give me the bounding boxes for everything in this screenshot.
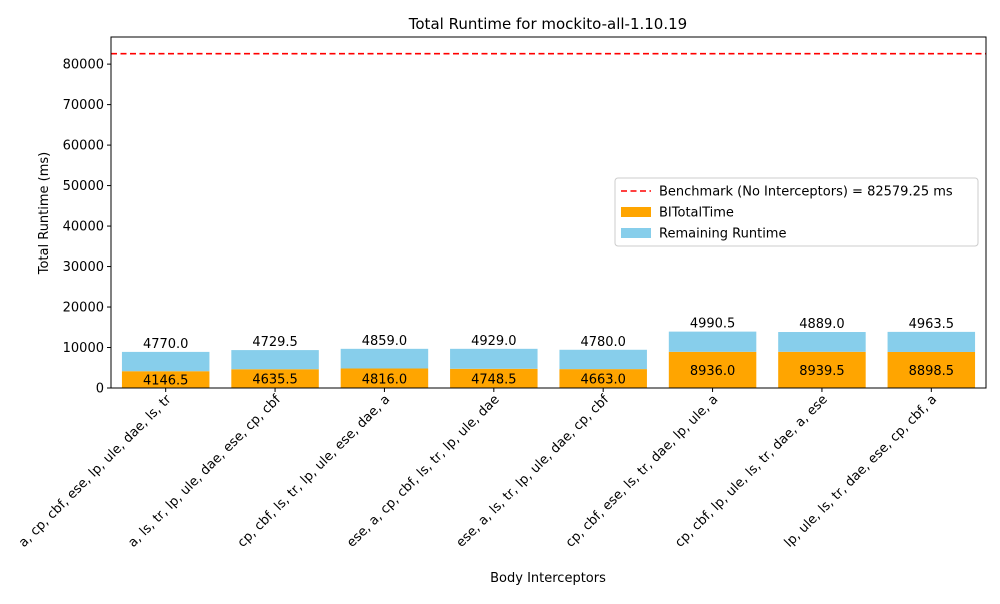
bar-bitotaltime xyxy=(450,368,538,388)
bar-bitotaltime xyxy=(668,351,757,388)
data-label-bitotaltime: 4146.5 xyxy=(143,374,189,389)
bar-remaining-runtime xyxy=(668,331,757,352)
data-label-bitotaltime: 8898.5 xyxy=(909,364,955,379)
x-axis-label: Body Interceptors xyxy=(490,571,606,586)
data-label-bitotaltime: 4635.5 xyxy=(252,373,298,388)
data-label-bitotaltime: 4663.0 xyxy=(580,373,626,388)
legend-swatch-bitotaltime xyxy=(621,207,651,217)
y-tick-label: 30000 xyxy=(63,260,104,275)
legend-swatch-remaining-runtime xyxy=(621,228,651,238)
y-axis-label: Total Runtime (ms) xyxy=(37,152,52,276)
y-tick-label: 20000 xyxy=(63,301,104,316)
data-label-remaining-runtime: 4780.0 xyxy=(580,335,626,350)
data-label-remaining-runtime: 4770.0 xyxy=(143,337,189,352)
bar-remaining-runtime xyxy=(231,350,319,370)
data-label-remaining-runtime: 4859.0 xyxy=(362,334,408,349)
legend-label-benchmark: Benchmark (No Interceptors) = 82579.25 m… xyxy=(659,185,953,200)
bar-bitotaltime xyxy=(340,368,429,388)
data-label-bitotaltime: 8936.0 xyxy=(690,364,736,379)
y-tick-label: 50000 xyxy=(63,179,104,194)
bar-bitotaltime xyxy=(559,369,647,388)
y-tick-label: 80000 xyxy=(63,58,104,73)
data-label-remaining-runtime: 4929.0 xyxy=(471,334,517,349)
legend-box xyxy=(614,177,979,247)
bar-bitotaltime xyxy=(887,351,976,388)
y-tick-label: 0 xyxy=(96,382,104,397)
axes-frame xyxy=(110,36,987,389)
y-tick-label: 70000 xyxy=(63,98,104,113)
bar-remaining-runtime xyxy=(887,331,976,352)
y-tick-label: 40000 xyxy=(63,220,104,235)
bar-remaining-runtime xyxy=(340,348,429,369)
legend-label-bitotaltime: BITotalTime xyxy=(659,206,734,221)
data-label-remaining-runtime: 4729.5 xyxy=(252,335,298,350)
bar-remaining-runtime xyxy=(559,349,647,370)
bar-bitotaltime xyxy=(231,369,319,388)
bar-remaining-runtime xyxy=(121,351,210,372)
data-label-remaining-runtime: 4990.5 xyxy=(690,317,736,332)
data-label-remaining-runtime: 4889.0 xyxy=(799,317,845,332)
bar-remaining-runtime xyxy=(778,332,866,352)
data-label-bitotaltime: 4748.5 xyxy=(471,372,517,387)
data-label-bitotaltime: 4816.0 xyxy=(362,372,408,387)
bar-bitotaltime xyxy=(778,351,866,388)
data-label-remaining-runtime: 4963.5 xyxy=(909,317,955,332)
legend: Benchmark (No Interceptors) = 82579.25 m… xyxy=(614,177,979,247)
y-tick-label: 60000 xyxy=(63,139,104,154)
chart-title: Total Runtime for mockito-all-1.10.19 xyxy=(408,15,687,33)
bar-bitotaltime xyxy=(121,371,210,388)
bar-remaining-runtime xyxy=(450,348,538,369)
legend-label-remaining-runtime: Remaining Runtime xyxy=(659,227,786,242)
y-tick-label: 10000 xyxy=(63,341,104,356)
data-label-bitotaltime: 8939.5 xyxy=(799,364,845,379)
